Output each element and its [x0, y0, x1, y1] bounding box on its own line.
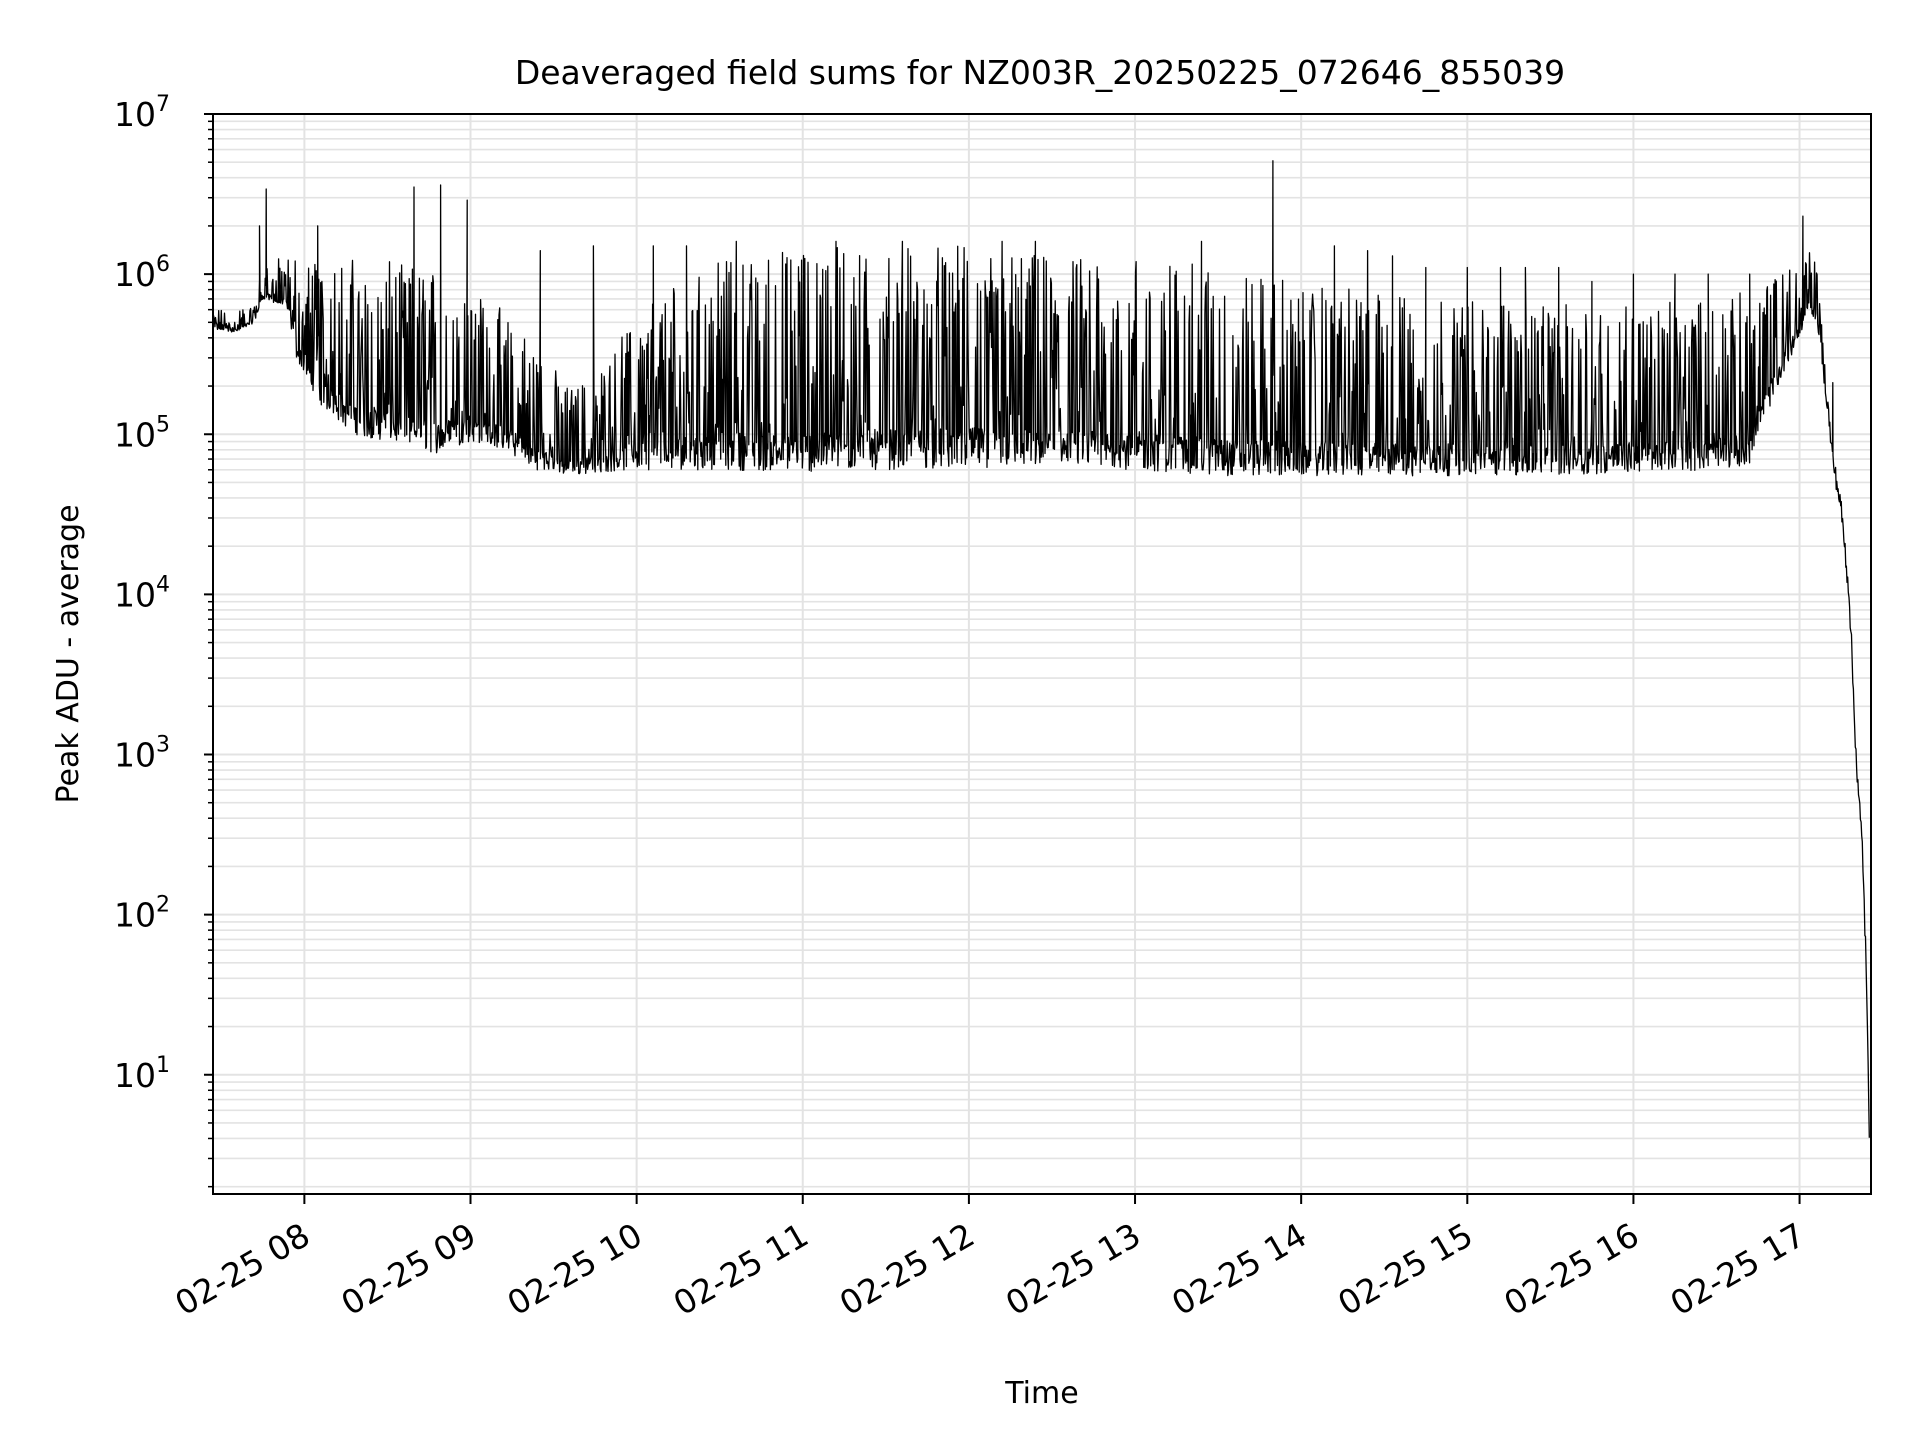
- plot-frame: [212, 113, 1872, 1195]
- y-tick-label: 102: [114, 893, 170, 935]
- y-tick-label: 103: [114, 733, 170, 775]
- y-tick-label: 106: [114, 252, 170, 294]
- x-tick-label: 02-25 10: [501, 1215, 649, 1323]
- series-line: [212, 160, 1870, 1138]
- x-tick-label: 02-25 11: [667, 1215, 815, 1323]
- x-tick-label: 02-25 14: [1165, 1215, 1313, 1323]
- x-tick-label: 02-25 13: [999, 1215, 1147, 1323]
- x-tick-label: 02-25 09: [335, 1215, 483, 1323]
- y-tick-label: 107: [114, 92, 170, 134]
- x-tick-label: 02-25 15: [1331, 1215, 1479, 1323]
- x-tick-label: 02-25 08: [168, 1215, 316, 1323]
- chart-title: Deaveraged field sums for NZ003R_2025022…: [515, 53, 1565, 92]
- grid: [213, 113, 1871, 1194]
- y-axis: 101 102 103 104 105 106 107: [114, 92, 213, 1188]
- x-tick-label: 02-25 12: [833, 1215, 981, 1323]
- x-axis: 02-25 08 02-25 09 02-25 10 02-25 11 02-25 12…: [168, 1194, 1812, 1323]
- x-tick-label: 02-25 16: [1497, 1215, 1645, 1323]
- x-axis-label: Time: [1004, 1376, 1078, 1411]
- y-axis-label: Peak ADU - average: [51, 504, 86, 803]
- y-tick-label: 104: [114, 572, 170, 614]
- x-tick-label: 02-25 17: [1664, 1215, 1812, 1323]
- y-tick-label: 101: [114, 1053, 170, 1095]
- data-series: [212, 160, 1870, 1138]
- y-tick-label: 105: [114, 412, 170, 454]
